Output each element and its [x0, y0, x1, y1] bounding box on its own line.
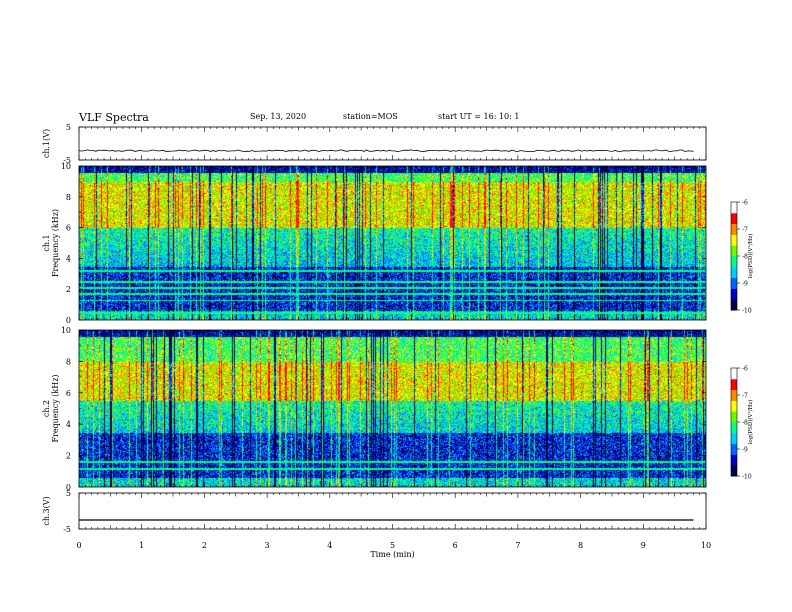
header-start-time: start UT = 16: 10: 1	[438, 112, 520, 121]
colorbar-segment	[731, 245, 737, 257]
y-tick-label: 5	[66, 489, 71, 498]
colorbar-segment	[731, 234, 737, 246]
spectrogram-ch1	[79, 166, 706, 320]
colorbar-segment	[731, 277, 737, 289]
colorbar-label: log(PSD)(V²/Hz)	[747, 400, 754, 445]
x-tick-label: 7	[515, 541, 520, 550]
y-tick-label: 6	[66, 389, 71, 398]
colorbar-tick-label: -6	[742, 200, 748, 207]
x-tick-label: 3	[265, 541, 270, 550]
colorbar-segment	[731, 223, 737, 235]
y-axis-label: ch.2	[42, 400, 51, 417]
x-axis-label: Time (min)	[370, 550, 414, 559]
x-tick-label: 1	[139, 541, 144, 550]
colorbar-segment	[731, 202, 737, 214]
x-tick-label: 10	[701, 541, 711, 550]
x-tick-label: 2	[202, 541, 207, 550]
x-tick-label: 5	[390, 541, 395, 550]
colorbar-segment	[731, 400, 737, 412]
header-title: VLF Spectra	[79, 111, 149, 124]
x-tick-label: 6	[453, 541, 458, 550]
y-axis-label: ch.3(V)	[42, 496, 51, 525]
y-tick-label: -5	[63, 525, 71, 534]
colorbar-tick-label: -9	[742, 447, 748, 454]
y-tick-label: -5	[63, 156, 71, 165]
y-axis-label: ch.1(V)	[42, 129, 51, 158]
colorbar-segment	[731, 266, 737, 279]
y-tick-label: 4	[66, 254, 71, 263]
colorbar-tick-label: -10	[742, 474, 752, 481]
colorbar-tick-label: -8	[742, 420, 748, 427]
y-tick-label: 2	[66, 285, 71, 294]
colorbar-tick-label: -6	[742, 366, 748, 373]
y-tick-label: 0	[66, 316, 71, 325]
colorbar-segment	[731, 465, 737, 477]
colorbar-segment	[731, 368, 737, 380]
x-tick-label: 4	[327, 541, 332, 550]
x-tick-label: 0	[76, 541, 81, 550]
colorbar-segment	[731, 411, 737, 423]
plot-frame	[78, 492, 707, 530]
y-axis-label: ch.1	[42, 234, 51, 251]
colorbar-tick-label: -7	[742, 227, 748, 234]
y-axis-label: Frequency (kHz)	[51, 209, 60, 277]
colorbar-tick-label: -8	[742, 254, 748, 261]
colorbar-tick-label: -10	[742, 308, 752, 315]
y-axis-label: Frequency (kHz)	[51, 374, 60, 442]
y-tick-label: 8	[66, 193, 71, 202]
colorbar-tick-label: -7	[742, 393, 748, 400]
colorbar-segment	[731, 256, 737, 268]
colorbar-segment	[731, 212, 737, 225]
x-tick-label: 8	[578, 541, 583, 550]
y-tick-label: 6	[66, 224, 71, 233]
header-station: station=MOS	[343, 112, 398, 121]
spectrogram-ch2	[79, 330, 706, 487]
y-tick-label: 8	[66, 357, 71, 366]
colorbar-tick-label: -9	[742, 281, 748, 288]
y-tick-label: 10	[61, 326, 71, 335]
y-tick-label: 5	[66, 123, 71, 132]
y-tick-label: 4	[66, 420, 71, 429]
colorbar-segment	[731, 288, 737, 300]
colorbar-segment	[731, 443, 737, 455]
colorbar-label: log(PSD)(V²/Hz)	[747, 234, 754, 279]
colorbar-segment	[731, 299, 737, 311]
colorbar-segment	[731, 432, 737, 445]
x-tick-label: 9	[641, 541, 646, 550]
colorbar-segment	[731, 378, 737, 391]
colorbar-segment	[731, 422, 737, 434]
colorbar-segment	[731, 454, 737, 466]
y-tick-label: 10	[61, 162, 71, 171]
y-tick-label: 0	[66, 483, 71, 492]
y-tick-label: 2	[66, 452, 71, 461]
voltage-trace-ch1	[78, 149, 694, 153]
colorbar-segment	[731, 389, 737, 401]
header-date: Sep. 13, 2020	[250, 112, 307, 121]
